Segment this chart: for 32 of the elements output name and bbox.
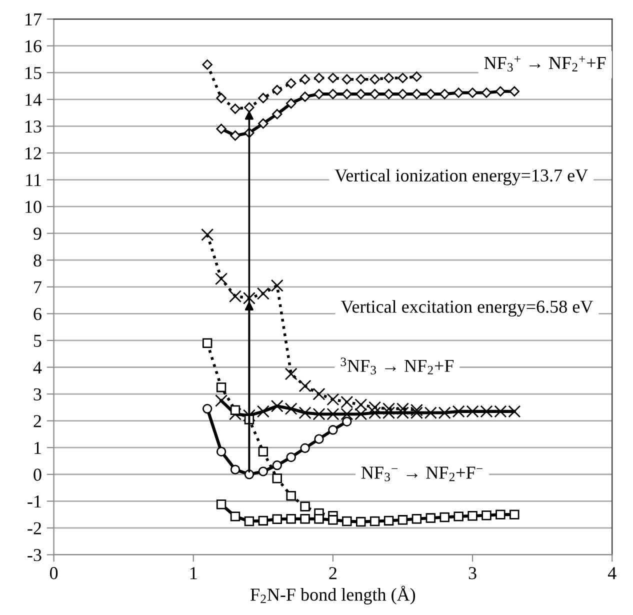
x-tick-label: 4 [608,567,616,580]
x-axis-title: F$_{2}$N-F bond length (Å) [250,586,416,604]
x-tick-label: 3 [468,567,476,580]
annotation: Vertical ionization energy=13.7 eV [334,168,588,186]
x-tick-label: 2 [329,567,336,580]
y-tick-label: 17 [26,13,42,26]
annotation: NF$_{3}$$^{−}$ → NF$_{2}$+F$^{−}$ [361,466,482,482]
y-tick-label: 14 [26,94,42,106]
y-tick-label: 11 [26,174,41,186]
y-tick-label: 8 [34,254,42,267]
y-tick-label: 1 [34,442,41,454]
y-tick-label: 4 [33,362,42,374]
y-tick-label: 12 [26,147,42,160]
y-tick-label: 16 [26,40,42,52]
y-tick-label: 10 [26,200,42,213]
y-tick-label: -1 [28,496,41,508]
annotation: Vertical excitation energy=6.58 eV [340,300,593,317]
y-tick-label: -2 [28,522,42,534]
x-tick-label: 0 [50,567,58,580]
x-tick-label: 1 [190,567,197,580]
y-tick-label: -3 [28,549,42,562]
y-tick-label: 13 [26,120,42,133]
annotation: $^{3}$NF$_{3}$ → NF$_{2}$+F [340,358,454,374]
y-tick-label: 15 [26,66,42,80]
y-tick-label: 9 [34,228,42,240]
y-tick-label: 0 [34,468,42,481]
y-tick-label: 7 [34,281,42,294]
y-tick-label: 3 [34,388,42,400]
annotation: NF$_{3}$$^{+}$ → NF$_{2}$$^{+}$+F [484,56,606,72]
y-tick-label: 6 [34,308,42,320]
y-tick-label: 5 [34,334,42,347]
y-tick-label: 2 [34,415,42,428]
